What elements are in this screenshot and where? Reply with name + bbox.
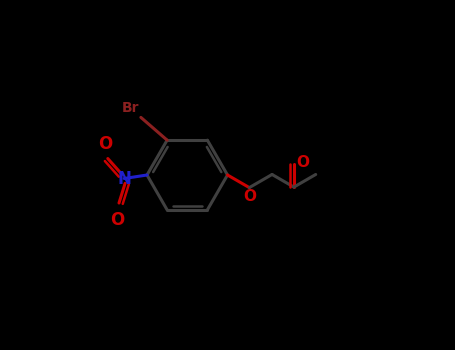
Text: O: O [110,211,124,229]
Text: O: O [243,189,256,204]
Text: N: N [117,169,131,188]
Text: Br: Br [122,100,140,114]
Text: O: O [98,135,112,153]
Text: O: O [296,155,309,170]
